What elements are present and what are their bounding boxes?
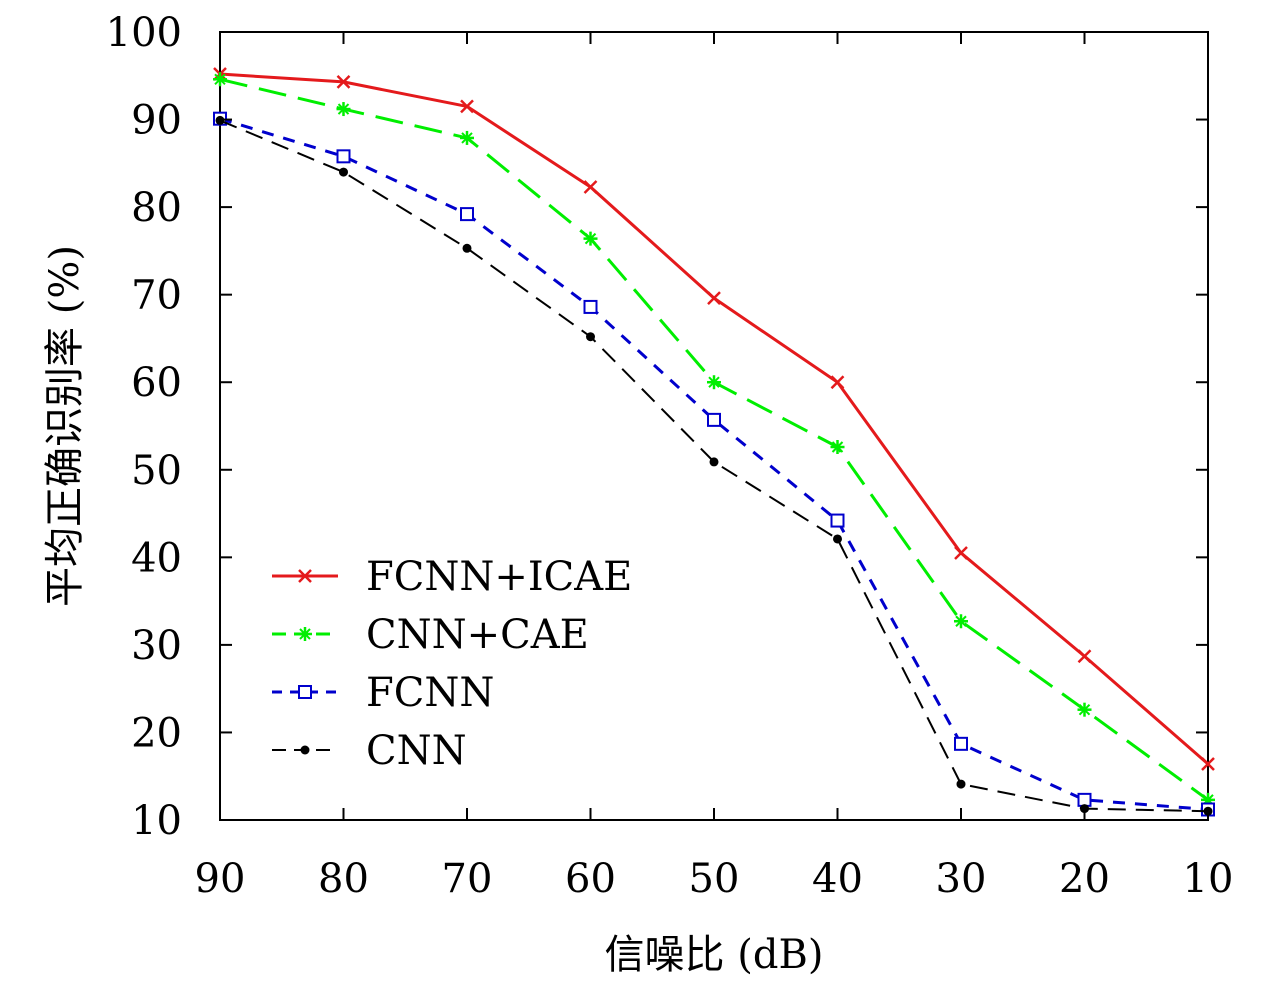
x-tick-label: 70 [442,856,493,902]
y-axis-title: 平均正确识别率 (%) [42,245,88,607]
data-point [583,299,598,314]
legend-marker [298,569,312,583]
data-point [460,207,474,222]
data-point [830,440,845,455]
legend-item: FCNN [272,670,494,716]
data-point [460,99,474,114]
legend-marker [298,685,312,699]
y-tick-label: 30 [131,623,182,669]
legend-item: CNN+CAE [272,612,589,658]
legend-label: FCNN [366,670,494,716]
data-point [339,167,348,177]
data-point [707,291,721,306]
data-point [1077,649,1092,664]
data-point [707,412,721,427]
data-point [462,243,472,253]
y-tick-label: 60 [131,360,182,406]
data-point [709,457,719,467]
data-point [336,102,351,117]
data-point [213,72,227,87]
data-point [833,534,842,544]
x-tick-label: 10 [1183,856,1234,902]
x-tick-label: 40 [812,856,863,902]
data-point [583,180,598,194]
data-point [1077,792,1092,807]
legend-marker [300,745,310,755]
x-tick-label: 80 [318,856,369,902]
data-point [830,513,845,528]
data-point [336,149,351,164]
x-tick-label: 90 [195,856,246,902]
series-layer [213,67,1215,817]
data-point [583,231,598,246]
y-tick-label: 40 [131,535,182,581]
legend-marker [298,627,312,641]
x-tick-label: 20 [1059,856,1110,902]
legend-label: CNN [366,728,467,774]
data-point [954,546,968,560]
data-point [336,75,351,89]
data-point [707,375,721,390]
legend-label: FCNN+ICAE [366,554,632,600]
series-cnn-cae [213,72,1215,807]
x-tick-label: 60 [565,856,616,902]
y-tick-label: 20 [131,710,182,756]
data-point [954,736,968,751]
x-tick-label: 30 [936,856,987,902]
data-point [1201,757,1215,771]
y-tick-label: 100 [106,10,182,56]
legend-item: CNN [272,728,467,774]
y-tick-label: 50 [131,448,182,494]
series-line [219,119,1209,813]
data-point [1077,702,1092,717]
y-tick-label: 10 [131,798,182,844]
data-point [586,332,595,342]
y-tick-label: 80 [131,185,182,231]
x-tick-label: 50 [689,856,740,902]
legend-item: FCNN+ICAE [272,554,632,600]
y-tick-label: 90 [131,98,182,144]
x-axis-title: 信噪比 (dB) [605,932,824,978]
series-fcnn-icae [213,67,1215,771]
data-point [954,614,968,629]
tick-layer: 10 20 30 40 50 60 70 80 90 100 90 80 70 60 50 40 30 20 10 [106,10,1234,902]
data-point [956,779,966,789]
y-tick-label: 70 [131,273,182,319]
legend: FCNN+ICAE CNN+CAE FCNN CNN [272,554,632,774]
legend-label: CNN+CAE [366,612,589,658]
data-point [460,130,474,145]
data-point [830,375,845,390]
